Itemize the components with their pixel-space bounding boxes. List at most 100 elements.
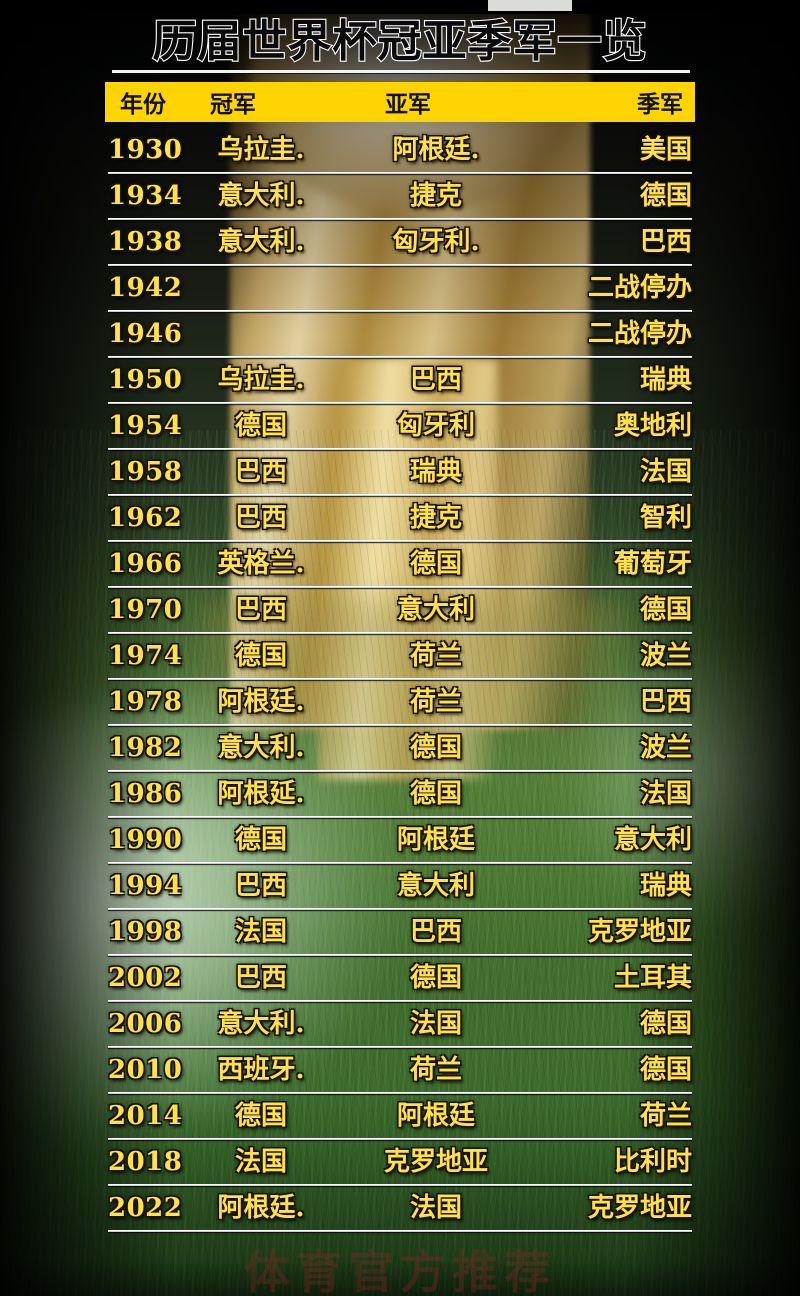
cell-runnerup: 荷兰 [409,641,462,671]
cell-year: 2002 [108,963,183,993]
title-underline [112,70,690,73]
cell-runnerup: 巴西 [409,365,462,395]
cell-runnerup: 意大利 [396,871,475,901]
cell-year: 2006 [108,1009,183,1039]
cell-third: 波兰 [639,641,692,671]
cell-runnerup: 阿根廷 [396,825,475,855]
cell-year: 1958 [108,457,183,487]
cell-runnerup: 法国 [409,1009,462,1039]
cell-third: 法国 [639,779,692,809]
cell-runnerup [356,266,516,310]
row-separator [108,218,692,220]
table-row: 1938 意大利. 匈牙利. 巴西 [0,220,800,266]
cell-year: 1950 [108,365,183,395]
cell-champion [186,266,336,310]
cell-year: 1998 [108,917,183,947]
row-separator [108,632,692,634]
row-separator [108,1000,692,1002]
cell-runnerup: 荷兰 [409,687,462,717]
cell-third: 德国 [639,1055,692,1085]
cell-third: 瑞典 [639,365,692,395]
cell-champion: 意大利. [217,733,305,763]
cell-year: 1946 [108,319,183,349]
cell-third: 二战停办 [587,319,692,349]
table-row: 1950 乌拉圭. 巴西 瑞典 [0,358,800,404]
cell-champion [186,312,336,356]
watermark-text: 体育官方推荐 [244,1245,556,1296]
row-separator [108,264,692,266]
table-row: 1982 意大利. 德国 波兰 [0,726,800,772]
table-row: 1942 二战停办 [0,266,800,312]
table-row: 1970 巴西 意大利 德国 [0,588,800,634]
cell-champion: 阿根廷. [217,1193,305,1223]
cell-year: 1962 [108,503,183,533]
table-row: 1978 阿根廷. 荷兰 巴西 [0,680,800,726]
cell-year: 1978 [108,687,183,717]
cell-runnerup: 德国 [409,549,462,579]
row-separator [108,770,692,772]
cell-third: 巴西 [639,227,692,257]
table-row: 2018 法国 克罗地亚 比利时 [0,1140,800,1186]
cell-runnerup: 德国 [409,733,462,763]
table-header-bar: 年份 冠军 亚军 季军 [105,82,695,122]
cell-runnerup: 匈牙利. [392,227,480,257]
column-header-year: 年份 [120,91,166,118]
cell-year: 1994 [108,871,183,901]
cell-year: 1934 [108,181,183,211]
cell-year: 1974 [108,641,183,671]
table-row: 2022 阿根廷. 法国 克罗地亚 [0,1186,800,1232]
cell-runnerup: 意大利 [396,595,475,625]
row-separator [108,494,692,496]
row-separator [108,816,692,818]
cell-runnerup: 荷兰 [409,1055,462,1085]
cell-champion: 意大利. [217,227,305,257]
row-separator [108,1046,692,1048]
cell-year: 1942 [108,273,183,303]
cell-runnerup [356,312,516,356]
row-separator [108,862,692,864]
cell-runnerup: 捷克 [409,181,462,211]
cell-runnerup: 阿根廷. [392,135,480,165]
cell-champion: 德国 [234,411,287,441]
row-separator [108,540,692,542]
cell-champion: 阿根廷. [217,687,305,717]
table-row: 1930 乌拉圭. 阿根廷. 美国 [0,128,800,174]
cell-runnerup: 捷克 [409,503,462,533]
cell-third: 瑞典 [639,871,692,901]
cell-year: 2010 [108,1055,183,1085]
cell-champion: 英格兰. [217,549,305,579]
cell-third: 德国 [639,181,692,211]
cell-third: 德国 [639,1009,692,1039]
cell-year: 2018 [108,1147,183,1177]
cell-champion: 法国 [234,1147,287,1177]
table-row: 1986 阿根延. 德国 法国 [0,772,800,818]
table-row: 1946 二战停办 [0,312,800,358]
cell-third: 奥地利 [613,411,692,441]
cell-year: 1986 [108,779,183,809]
cell-third: 巴西 [639,687,692,717]
cell-champion: 巴西 [234,503,287,533]
cell-third: 波兰 [639,733,692,763]
cell-year: 1930 [108,135,183,165]
cell-year: 1990 [108,825,183,855]
row-separator [108,954,692,956]
row-separator [108,1184,692,1186]
cell-runnerup: 阿根廷 [396,1101,475,1131]
row-separator [108,678,692,680]
cell-third: 比利时 [613,1147,692,1177]
cell-champion: 意大利. [217,1009,305,1039]
results-table: 1930 乌拉圭. 阿根廷. 美国 1934 意大利. 捷克 德国 1938 意大利. 匈牙利. 巴西… [0,128,800,1232]
row-separator [108,356,692,358]
column-header-third: 季军 [637,91,683,118]
cell-champion: 乌拉圭. [217,365,305,395]
cell-champion: 德国 [234,641,287,671]
cell-champion: 巴西 [234,871,287,901]
cell-runnerup: 德国 [409,779,462,809]
cell-runnerup: 瑞典 [409,457,462,487]
cell-runnerup: 克罗地亚 [383,1147,488,1177]
column-header-champion: 冠军 [210,91,256,118]
cell-runnerup: 匈牙利 [396,411,475,441]
table-row: 2014 德国 阿根廷 荷兰 [0,1094,800,1140]
table-row: 1934 意大利. 捷克 德国 [0,174,800,220]
